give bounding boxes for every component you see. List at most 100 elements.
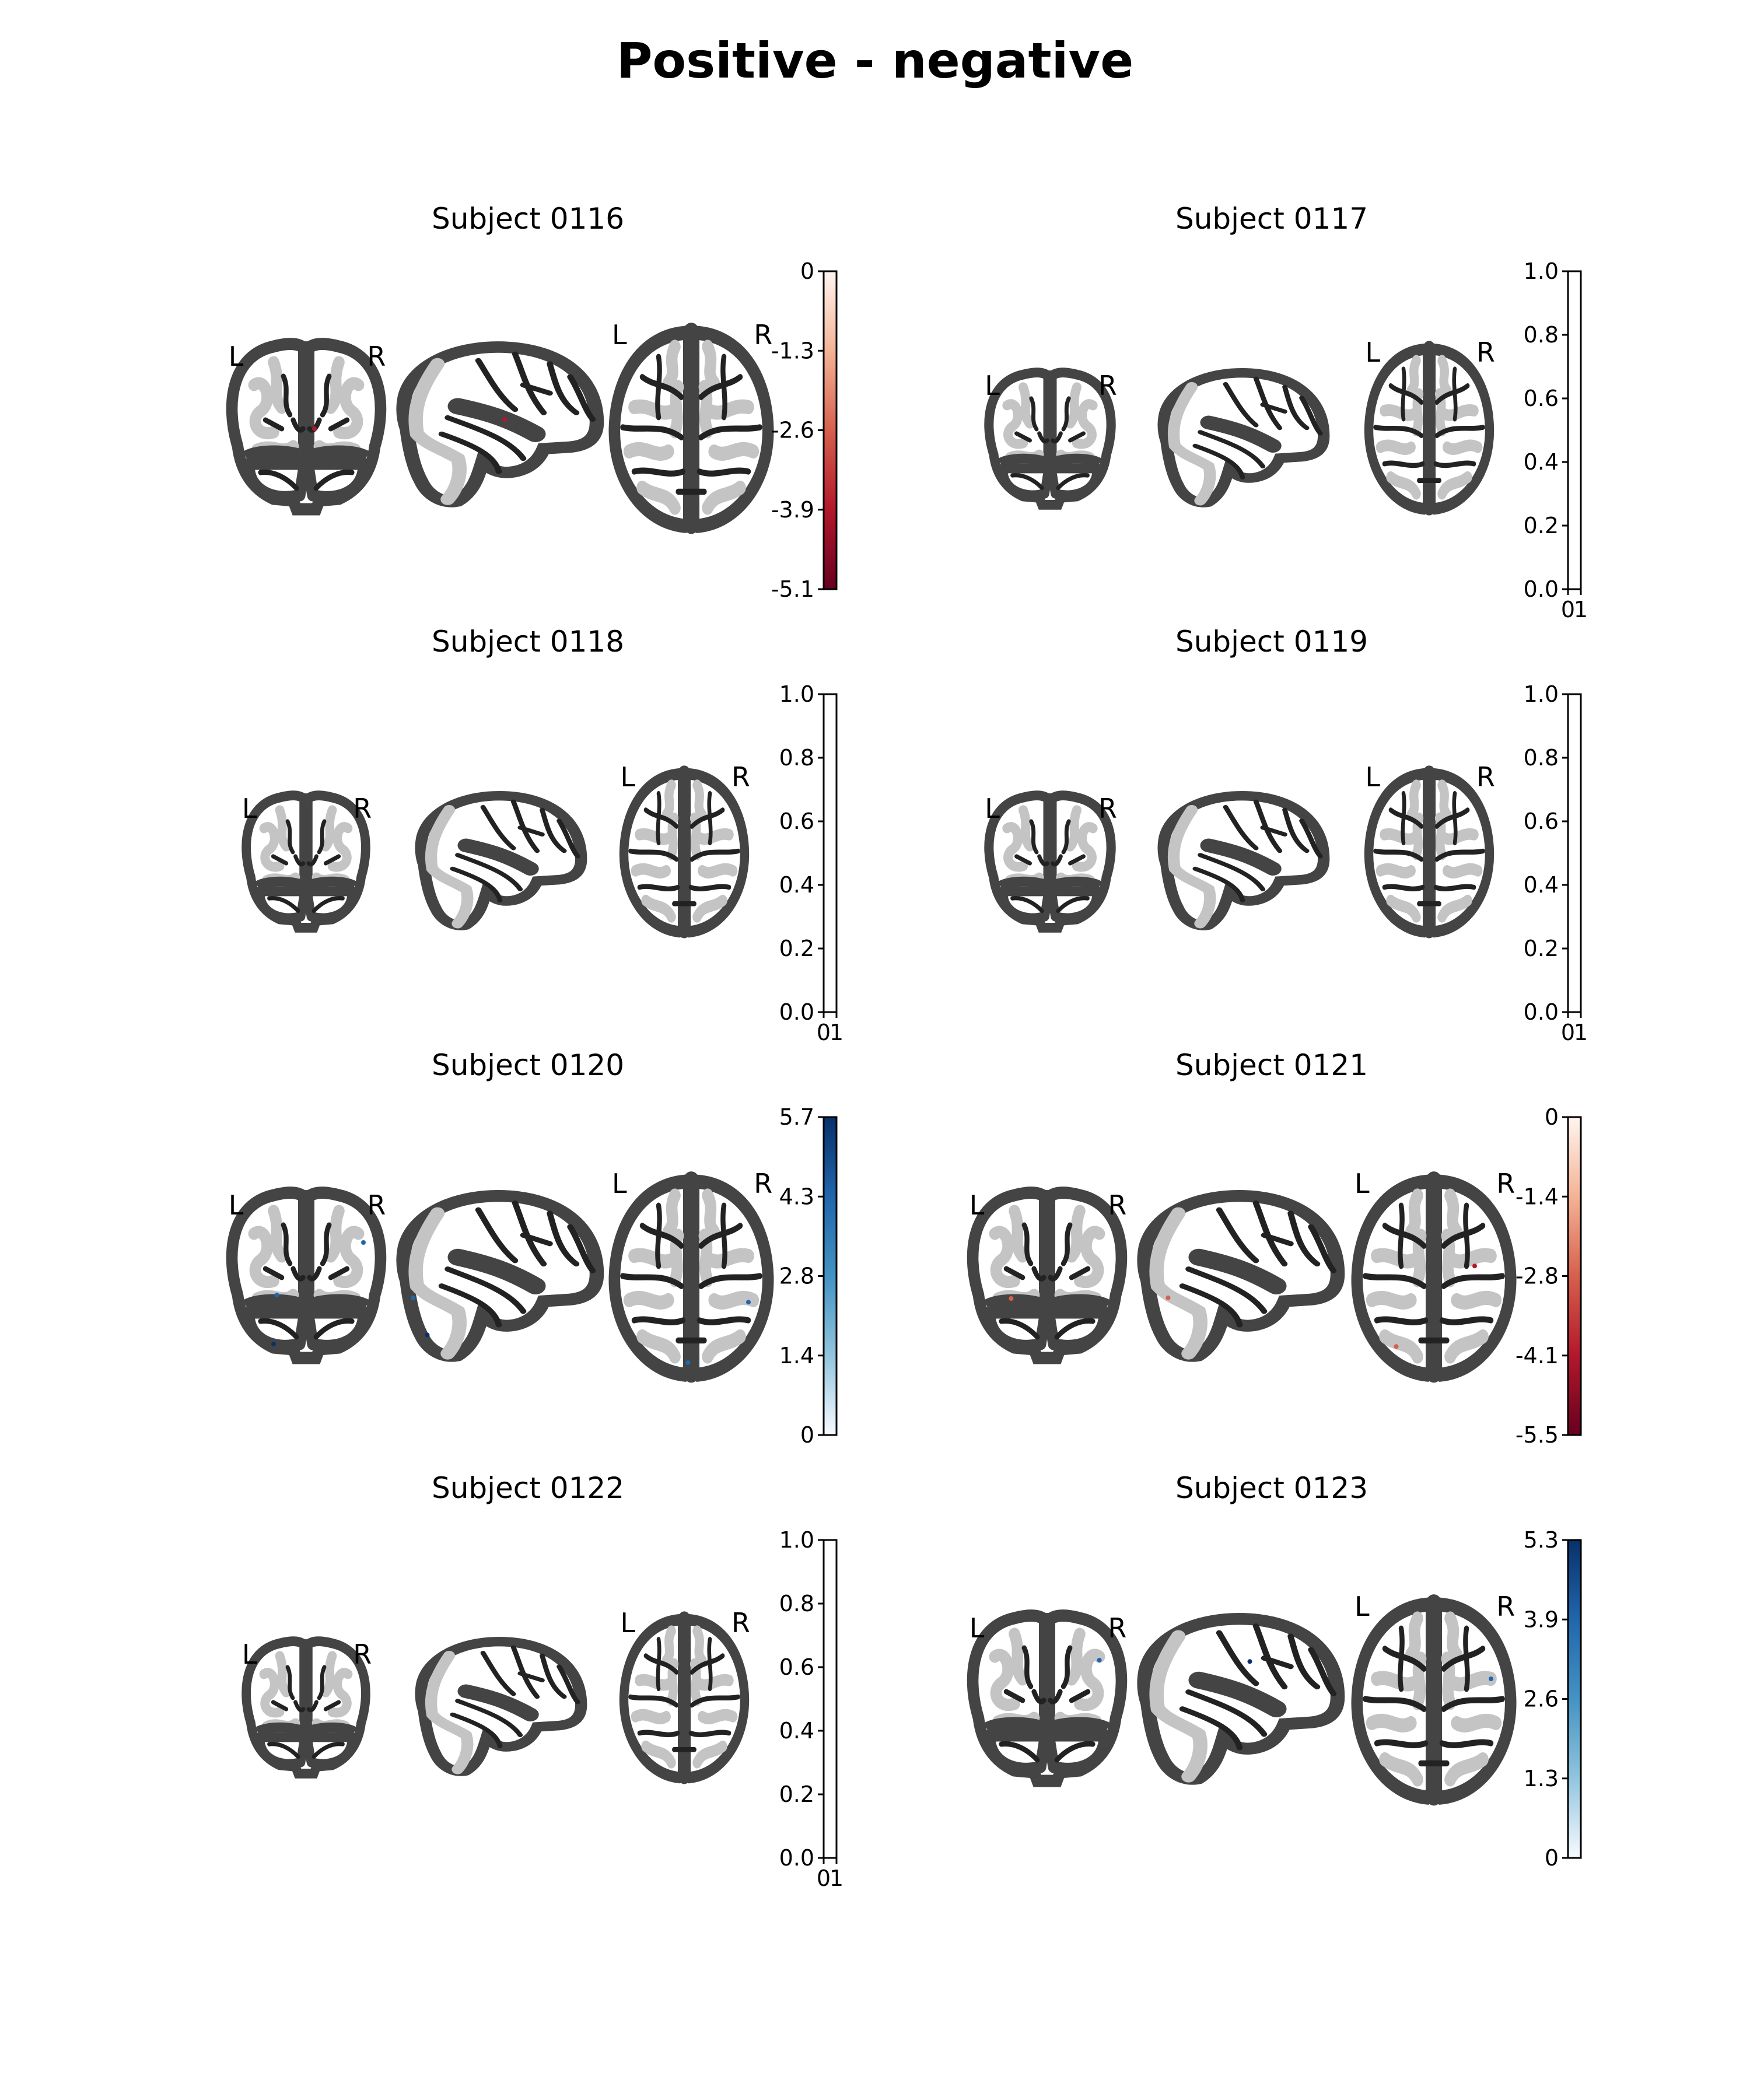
coronal-view [242, 790, 370, 933]
top-label-right: R [732, 761, 750, 793]
front-label-right: R [367, 1189, 386, 1221]
coronal-view [967, 1609, 1128, 1787]
colorbar-frame [1567, 270, 1582, 590]
cerebellum-outline [243, 457, 369, 503]
front-label-left: L [242, 1639, 257, 1670]
subject-panel: Subject 0117 L R L R 1.0 0.8 0.6 0.4 0.2 0.001 [984, 202, 1588, 622]
axial-view [619, 765, 750, 939]
top-label-left: L [620, 761, 635, 793]
top-label-left: L [1354, 1591, 1370, 1622]
front-label-right: R [1108, 1189, 1126, 1221]
colorbar-tick-label: -4.1 [1516, 1343, 1559, 1368]
colorbar-tick-label: 0.6 [1524, 808, 1559, 834]
top-label-right: R [732, 1607, 750, 1639]
panel-title: Subject 0116 [432, 202, 624, 236]
colorbar-tick-label: 0 [800, 1422, 814, 1448]
colorbar-tick-label: 0.2 [779, 936, 814, 961]
front-label-left: L [242, 793, 257, 824]
colorbar-x-tick-label: 0 [817, 1866, 831, 1891]
cerebellum-outline [984, 1306, 1110, 1352]
colorbar-tick-label: 0.6 [779, 1654, 814, 1680]
top-label-right: R [1496, 1591, 1515, 1622]
axial-view [1351, 1171, 1517, 1383]
sagittal-view [415, 790, 587, 930]
panel-title: Subject 0122 [432, 1471, 624, 1505]
colorbar-tick-label: 0 [800, 258, 814, 284]
figure-title: Positive - negative [616, 32, 1134, 89]
activation-blob [746, 1300, 751, 1305]
cerebellum-outline [255, 1732, 357, 1769]
sagittal-view [396, 1190, 604, 1362]
colorbar-tick-label: 1.0 [1524, 258, 1559, 284]
front-label-left: L [985, 793, 1000, 824]
activation-blob [411, 1295, 415, 1300]
front-label-left: L [229, 1189, 244, 1221]
colorbar-tick-label: 1.3 [1524, 1766, 1559, 1791]
colorbar-tick-label: 0.8 [1524, 745, 1559, 771]
cerebellum-outline [243, 1306, 369, 1352]
sagittal-view [1157, 790, 1330, 930]
colorbar-tick-label: 1.0 [1524, 681, 1559, 707]
colorbar-tick-label: 5.3 [1524, 1527, 1559, 1553]
colorbar-tick-label: -1.4 [1516, 1184, 1559, 1209]
activation-blob [361, 1240, 366, 1245]
subject-panel: Subject 0121 L R L R 0 -1.4 -2.8 -4.1 -5.5 [967, 1048, 1582, 1448]
activation-blob [1394, 1344, 1399, 1349]
activation-blob [1097, 1658, 1102, 1662]
cerebellum-outline [984, 1729, 1110, 1775]
subject-panel: Subject 0122 L R L R 1.0 0.8 0.6 0.4 0.2 0.001 [242, 1471, 844, 1891]
sagittal-view [415, 1636, 587, 1776]
colorbar-x-tick-label: 0 [817, 1020, 831, 1045]
colorbar-tick-label: 1.0 [779, 681, 814, 707]
colorbar-tick-label: -1.3 [771, 338, 814, 363]
colorbar-tick-label: 0.0 [1524, 576, 1559, 602]
activation-blob [1489, 1676, 1493, 1681]
colorbar-x-tick-label: 1 [830, 1866, 844, 1891]
top-label-right: R [1476, 337, 1495, 368]
cerebellum-outline [255, 886, 357, 923]
top-label-left: L [1365, 761, 1380, 793]
coronal-view [226, 338, 387, 516]
coronal-view [967, 1186, 1128, 1364]
top-label-right: R [1496, 1168, 1515, 1199]
colorbar-tick-label: 0.4 [779, 1718, 814, 1744]
axial-view [619, 1611, 750, 1784]
colorbar-tick-label: 0.6 [1524, 386, 1559, 411]
axial-view [1364, 765, 1494, 939]
colorbar-tick-label: 0 [1545, 1104, 1559, 1130]
activation-blob [1009, 1296, 1014, 1301]
top-label-left: L [612, 1168, 627, 1199]
colorbar-tick-label: 0.6 [779, 808, 814, 834]
colorbar-tick-label: 0.4 [779, 872, 814, 898]
axial-view [1351, 1594, 1517, 1806]
colorbar-tick-label: 0.8 [779, 1591, 814, 1616]
subject-panel: Subject 0118 L R L R 1.0 0.8 0.6 0.4 0.2 0.001 [242, 625, 844, 1045]
front-label-right: R [367, 341, 386, 372]
colorbar-x-tick-label: 1 [1574, 597, 1588, 622]
colorbar-tick-label: 2.8 [779, 1264, 814, 1289]
front-label-left: L [985, 370, 1000, 401]
colorbar-tick-label: 0.8 [1524, 322, 1559, 348]
activation-blob [685, 1360, 691, 1365]
colorbar-tick-label: 1.0 [779, 1527, 814, 1553]
top-label-left: L [1365, 337, 1380, 368]
colorbar-tick-label: 0.0 [1524, 999, 1559, 1025]
front-label-right: R [1108, 1612, 1126, 1644]
cerebellum-outline [998, 886, 1102, 923]
colorbar-tick-label: -2.8 [1516, 1264, 1559, 1289]
colorbar-frame [822, 1539, 838, 1859]
front-label-right: R [1098, 370, 1117, 401]
coronal-view [984, 790, 1116, 933]
panel-title: Subject 0118 [432, 625, 624, 659]
colorbar-tick-label: 0.2 [1524, 936, 1559, 961]
front-label-left: L [970, 1612, 985, 1644]
colorbar-frame [822, 693, 838, 1013]
colorbar-fill [1568, 1540, 1581, 1858]
subject-panel: Subject 0119 L R L R 1.0 0.8 0.6 0.4 0.2 0.001 [984, 625, 1588, 1045]
colorbar-tick-label: 5.7 [779, 1104, 814, 1130]
colorbar-tick-label: 0.4 [1524, 872, 1559, 898]
panel-title: Subject 0119 [1175, 625, 1368, 659]
colorbar-tick-label: 0.8 [779, 745, 814, 771]
colorbar-tick-label: 4.3 [779, 1184, 814, 1209]
top-label-left: L [620, 1607, 635, 1639]
